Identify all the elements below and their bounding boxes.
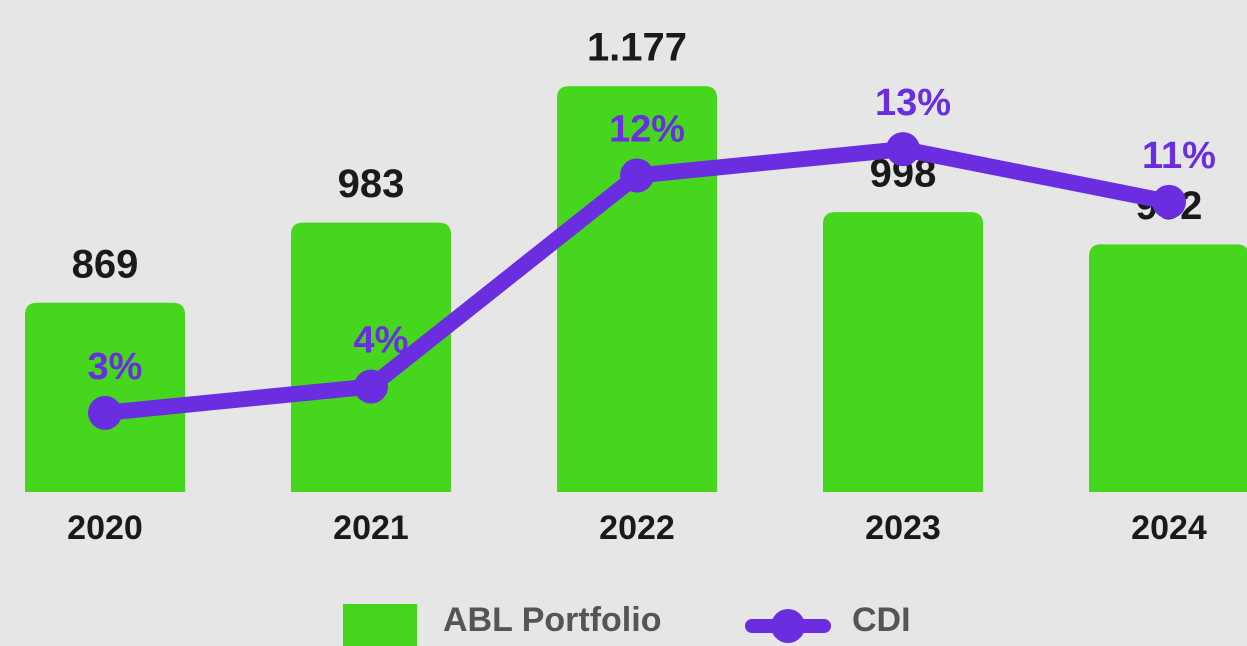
cdi-point xyxy=(1152,184,1186,219)
bar-value-label: 1.177 xyxy=(587,26,687,70)
bar-value-label: 983 xyxy=(338,162,405,206)
cdi-point xyxy=(886,132,920,167)
cdi-value-label: 12% xyxy=(609,109,685,151)
bar xyxy=(291,222,451,492)
x-tick-label: 2024 xyxy=(1131,509,1207,547)
bar xyxy=(1089,244,1247,492)
cdi-point xyxy=(354,369,388,404)
legend-swatch xyxy=(343,604,417,646)
cdi-value-label: 13% xyxy=(875,82,951,124)
legend-swatch xyxy=(771,609,805,643)
legend-label: CDI xyxy=(852,601,911,639)
x-tick-label: 2022 xyxy=(599,509,675,547)
cdi-point xyxy=(88,395,122,430)
x-tick-label: 2023 xyxy=(865,509,941,547)
cdi-point xyxy=(620,158,654,193)
bar-value-label: 869 xyxy=(72,242,139,286)
cdi-value-label: 11% xyxy=(1142,135,1216,177)
bar xyxy=(823,212,983,492)
bar xyxy=(557,86,717,492)
x-tick-label: 2021 xyxy=(333,509,409,547)
legend-label: ABL Portfolio xyxy=(443,601,661,639)
cdi-value-label: 4% xyxy=(354,320,409,362)
x-tick-label: 2020 xyxy=(67,509,143,547)
cdi-value-label: 3% xyxy=(88,346,143,388)
